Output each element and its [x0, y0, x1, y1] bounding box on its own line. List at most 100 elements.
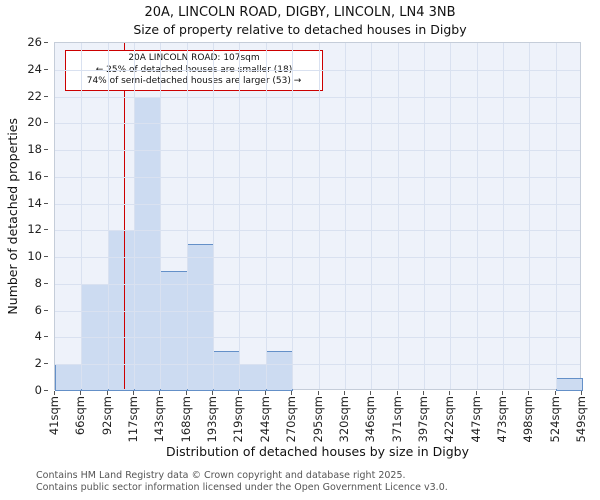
x-tick-label-text: 422sqm [442, 396, 457, 443]
x-tick-label: 447sqm [469, 396, 483, 442]
footer-line-2: Contains public sector information licen… [36, 481, 448, 493]
x-tick-label-text: 143sqm [152, 396, 167, 443]
gridline-horizontal [55, 176, 580, 178]
x-tick-mark [370, 391, 372, 395]
y-tick-label: 2 [34, 356, 42, 371]
x-tick-mark [264, 391, 266, 395]
x-tick-label-text: 447sqm [468, 396, 483, 443]
gridline-vertical [134, 43, 136, 389]
x-tick-label-text: 524sqm [547, 396, 562, 443]
gridline-horizontal [55, 283, 580, 285]
y-tick-mark [44, 95, 48, 97]
y-tick-mark [44, 363, 48, 365]
x-tick-mark [80, 391, 82, 395]
histogram-bar [213, 350, 241, 391]
x-tick-label: 498sqm [521, 396, 535, 442]
gridline-horizontal [55, 337, 580, 339]
y-tick-label: 26 [27, 35, 42, 49]
x-tick-label: 193sqm [205, 396, 219, 442]
y-tick-mark [44, 309, 48, 311]
gridline-vertical [292, 43, 294, 389]
gridline-vertical [397, 43, 399, 389]
y-tick-label: 12 [27, 222, 42, 237]
y-tick-mark [44, 336, 48, 338]
footer: Contains HM Land Registry data © Crown c… [36, 470, 448, 494]
gridline-vertical [213, 43, 215, 389]
x-tick-mark [581, 391, 582, 395]
gridline-horizontal [55, 230, 580, 232]
chart-subtitle: Size of property relative to detached ho… [133, 22, 467, 37]
gridline-vertical [81, 43, 83, 389]
x-tick-label-text: 168sqm [178, 396, 193, 443]
x-tick-label: 524sqm [548, 396, 562, 442]
gridline-vertical [423, 43, 425, 389]
x-tick-label: 66sqm [73, 396, 87, 435]
histogram-bar [160, 270, 188, 391]
x-tick-label: 295sqm [311, 396, 325, 442]
x-axis-label: Distribution of detached houses by size … [166, 444, 469, 459]
y-tick-mark [44, 202, 48, 204]
gridline-vertical [371, 43, 373, 389]
x-tick-mark [528, 391, 530, 395]
x-tick-mark [54, 391, 55, 395]
gridline-horizontal [55, 203, 580, 205]
y-tick-label: 18 [27, 142, 42, 157]
y-tick-label: 16 [27, 168, 42, 183]
x-tick-label-text: 295sqm [310, 396, 325, 443]
x-tick-label: 320sqm [337, 396, 351, 442]
x-tick-mark [238, 391, 240, 395]
x-tick-mark [133, 391, 135, 395]
x-tick-label: 168sqm [179, 396, 193, 442]
histogram-bar [555, 377, 583, 391]
x-tick-label-text: 549sqm [574, 396, 588, 443]
x-tick-label: 422sqm [442, 396, 456, 442]
annotation-line-3: 74% of semi-detached houses are larger (… [86, 76, 302, 87]
histogram-bar [239, 364, 267, 391]
x-tick-label-text: 270sqm [284, 396, 299, 443]
x-tick-mark [185, 391, 187, 395]
x-tick-mark [212, 391, 214, 395]
gridline-vertical [160, 43, 162, 389]
gridline-vertical [502, 43, 504, 389]
y-tick-label: 22 [27, 88, 42, 103]
gridline-vertical [555, 43, 557, 389]
x-tick-label: 143sqm [152, 396, 166, 442]
y-tick-mark [44, 229, 48, 231]
annotation-line-2: ← 25% of detached houses are smaller (18… [95, 64, 293, 75]
x-tick-mark [396, 391, 398, 395]
histogram-bar [265, 350, 294, 391]
plot-area: 20A LINCOLN ROAD: 107sqm ← 25% of detach… [54, 42, 583, 391]
x-tick-label: 244sqm [258, 396, 272, 442]
y-tick-mark [44, 390, 48, 391]
x-tick-mark [422, 391, 424, 395]
x-tick-label: 346sqm [363, 396, 377, 442]
y-tick-mark [44, 149, 48, 151]
x-tick-mark [317, 391, 319, 395]
x-tick-mark [449, 391, 451, 395]
x-tick-mark [554, 391, 556, 395]
x-tick-label-text: 346sqm [363, 396, 378, 443]
annotation-line-1: 20A LINCOLN ROAD: 107sqm [128, 53, 260, 63]
y-tick-label: 0 [34, 383, 42, 397]
x-tick-label-text: 498sqm [521, 396, 536, 443]
y-tick-mark [44, 256, 48, 258]
gridline-vertical [186, 43, 188, 389]
gridline-vertical [344, 43, 346, 389]
x-tick-label: 473sqm [495, 396, 509, 442]
y-tick-label: 10 [27, 249, 42, 264]
x-tick-label: 270sqm [284, 396, 298, 442]
gridline-vertical [529, 43, 531, 389]
x-tick-label-text: 244sqm [257, 396, 272, 443]
chart-title: 20A, LINCOLN ROAD, DIGBY, LINCOLN, LN4 3… [144, 5, 456, 20]
x-tick-mark [475, 391, 477, 395]
y-tick-mark [44, 282, 48, 284]
x-tick-label: 117sqm [126, 396, 140, 442]
x-tick-mark [501, 391, 503, 395]
x-tick-label-text: 219sqm [231, 396, 246, 443]
x-tick-label: 549sqm [574, 396, 588, 442]
x-axis: 41sqm 66sqm 92sqm 117sqm 143sqm 168sqm 193sqm 2… [47, 391, 588, 443]
x-tick-label-text: 117sqm [126, 396, 141, 443]
x-tick-mark [343, 391, 345, 395]
x-tick-label-text: 92sqm [99, 396, 114, 436]
